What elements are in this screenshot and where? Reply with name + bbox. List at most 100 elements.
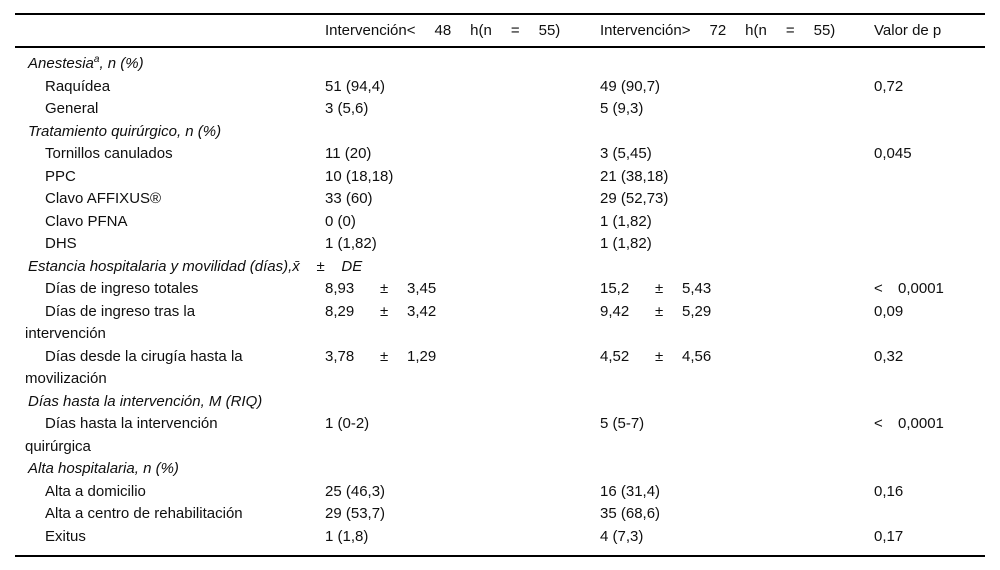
p-value-cell: [870, 211, 985, 234]
group1-value-cell: 8,29 ±3,42: [325, 301, 600, 324]
plus-minus-symbol: ±: [655, 280, 664, 297]
less-than-symbol: <: [874, 280, 883, 297]
group1-value-cell: 10 (18,18): [325, 167, 394, 185]
row-label: Días desde la cirugía hasta la: [45, 347, 243, 365]
mean-value: 4,52: [600, 347, 630, 365]
group2-value-cell: 1 (1,82): [600, 212, 652, 230]
header-token: =: [510, 21, 520, 39]
row-label: Exitus: [45, 527, 86, 545]
p-value-cell: [870, 98, 985, 121]
row-label: Clavo AFFIXUS®: [45, 190, 162, 207]
group1-value-cell: 1 (1,82): [325, 235, 377, 252]
header-token: =: [785, 21, 795, 39]
group1-value-cell: 3,78 ±1,29: [325, 346, 600, 369]
header-token: 55): [813, 21, 836, 39]
group2-value-cell: 5 (5-7): [600, 415, 645, 432]
row-label-cell: Exitus: [15, 526, 325, 549]
table-body: Anestesiaa, n (%) Raquídea 51 (94,4) 49 (90…: [15, 48, 985, 555]
p-value-cell: [870, 166, 985, 189]
p-value-cell: [870, 503, 985, 526]
table-row: PPC 10 (18,18) 21 (38,18): [15, 166, 985, 189]
table-row: Alta a domicilio 25 (46,3) 16 (31,4) 0,16: [15, 481, 985, 504]
header-token: 72: [709, 21, 727, 39]
sd-value: 5,43: [682, 280, 712, 297]
group1-value-cell: 11 (20): [325, 145, 372, 162]
row-label-cell: Días hasta la intervención quirúrgica: [15, 413, 325, 458]
row-label-cell: Raquídea: [15, 76, 325, 99]
p-value-cell: <0,0001: [870, 278, 985, 301]
group1-value-cell: 3 (5,6): [325, 100, 369, 117]
header-token: Intervención<: [325, 21, 416, 39]
header-token: 55): [538, 21, 561, 39]
table-header-row: Intervención< 48 h(n = 55) Intervención> 72 h(…: [15, 15, 985, 46]
section-text-rest: , n (%): [99, 55, 144, 72]
header-token: 48: [434, 21, 452, 39]
table-row: Alta a centro de rehabilitación 29 (53,7)…: [15, 503, 985, 526]
table-row: Días de ingreso totales 8,93 ±3,45 15,2 ±5,4…: [15, 278, 985, 301]
row-label: Tornillos canulados: [45, 145, 173, 162]
row-label: General: [45, 100, 99, 117]
header-rule: [15, 45, 985, 48]
row-label-cell: Clavo AFFIXUS®: [15, 188, 325, 211]
p-value: 0,0001: [898, 415, 944, 432]
row-label-cell: Días de ingreso tras la intervención: [15, 301, 325, 346]
sd-value: 1,29: [407, 347, 437, 365]
section-row: Estancia hospitalaria y movilidad (días)…: [15, 256, 985, 279]
group1-value-cell: 8,93 ±3,45: [325, 278, 600, 301]
header-group2: Intervención> 72 h(n = 55): [600, 22, 870, 39]
row-label: Clavo PFNA: [45, 212, 128, 230]
section-text: Anestesia: [28, 55, 94, 72]
row-label-cell: General: [15, 98, 325, 121]
group2-value-cell: 9,42 ±5,29: [600, 301, 870, 324]
row-label: DHS: [45, 235, 77, 252]
table-row: Exitus 1 (1,8) 4 (7,3) 0,17: [15, 526, 985, 549]
mean-value: 3,78: [325, 347, 355, 365]
p-value-cell: [870, 233, 985, 256]
table-row: Clavo PFNA 0 (0) 1 (1,82): [15, 211, 985, 234]
header-token: h(n: [745, 21, 767, 39]
header-group1: Intervención< 48 h(n = 55): [325, 22, 600, 39]
row-label-cell: DHS: [15, 233, 325, 256]
table-row: Tornillos canulados 11 (20) 3 (5,45) 0,045: [15, 143, 985, 166]
mean-value: 8,29: [325, 302, 355, 320]
group2-value-cell: 21 (38,18): [600, 167, 669, 185]
plus-minus-symbol: ±: [655, 347, 664, 365]
section-label: Anestesiaa, n (%): [15, 53, 985, 76]
table-row: DHS 1 (1,82) 1 (1,82): [15, 233, 985, 256]
p-value-cell: 0,16: [874, 482, 904, 500]
group2-value-cell: 4 (7,3): [600, 527, 644, 545]
header-p-value: Valor de p: [874, 21, 942, 39]
section-superscript: a: [93, 54, 100, 65]
p-value-cell: 0,32: [874, 347, 904, 365]
row-label: Alta a centro de rehabilitación: [45, 505, 243, 522]
p-value-cell: <0,0001: [870, 413, 985, 436]
section-row: Alta hospitalaria, n (%): [15, 458, 985, 481]
bottom-rule: [15, 555, 985, 557]
group2-value-cell: 1 (1,82): [600, 235, 652, 252]
section-text: Días hasta la intervención, M (RIQ): [28, 392, 263, 410]
plus-minus-symbol: ±: [380, 347, 389, 365]
top-rule: [15, 13, 985, 15]
row-label: Días de ingreso totales: [45, 280, 199, 297]
section-label: Alta hospitalaria, n (%): [15, 458, 985, 481]
table-row: Clavo AFFIXUS® 33 (60) 29 (52,73): [15, 188, 985, 211]
group1-value-cell: 25 (46,3): [325, 482, 386, 500]
comparison-table: Intervención< 48 h(n = 55) Intervención> 72 h(…: [15, 13, 985, 557]
p-value-cell: [870, 188, 985, 211]
section-label: Estancia hospitalaria y movilidad (días)…: [15, 256, 985, 279]
plus-minus-symbol: ±: [380, 302, 389, 320]
mean-value: 9,42: [600, 302, 630, 320]
sd-value: 3,42: [407, 302, 437, 320]
p-value-cell: 0,72: [874, 77, 904, 95]
table-row: Días hasta la intervención quirúrgica 1 (0…: [15, 413, 985, 458]
group2-value-cell: 5 (9,3): [600, 100, 644, 117]
section-row: Días hasta la intervención, M (RIQ): [15, 391, 985, 414]
header-token: Intervención>: [600, 21, 691, 39]
group1-value-cell: 1 (1,8): [325, 527, 369, 545]
plus-minus-symbol: ±: [655, 302, 664, 320]
row-label-cell: Días de ingreso totales: [15, 278, 325, 301]
sd-value: 3,45: [407, 280, 437, 297]
group2-value-cell: 29 (52,73): [600, 190, 669, 207]
row-label-cell: PPC: [15, 166, 325, 189]
